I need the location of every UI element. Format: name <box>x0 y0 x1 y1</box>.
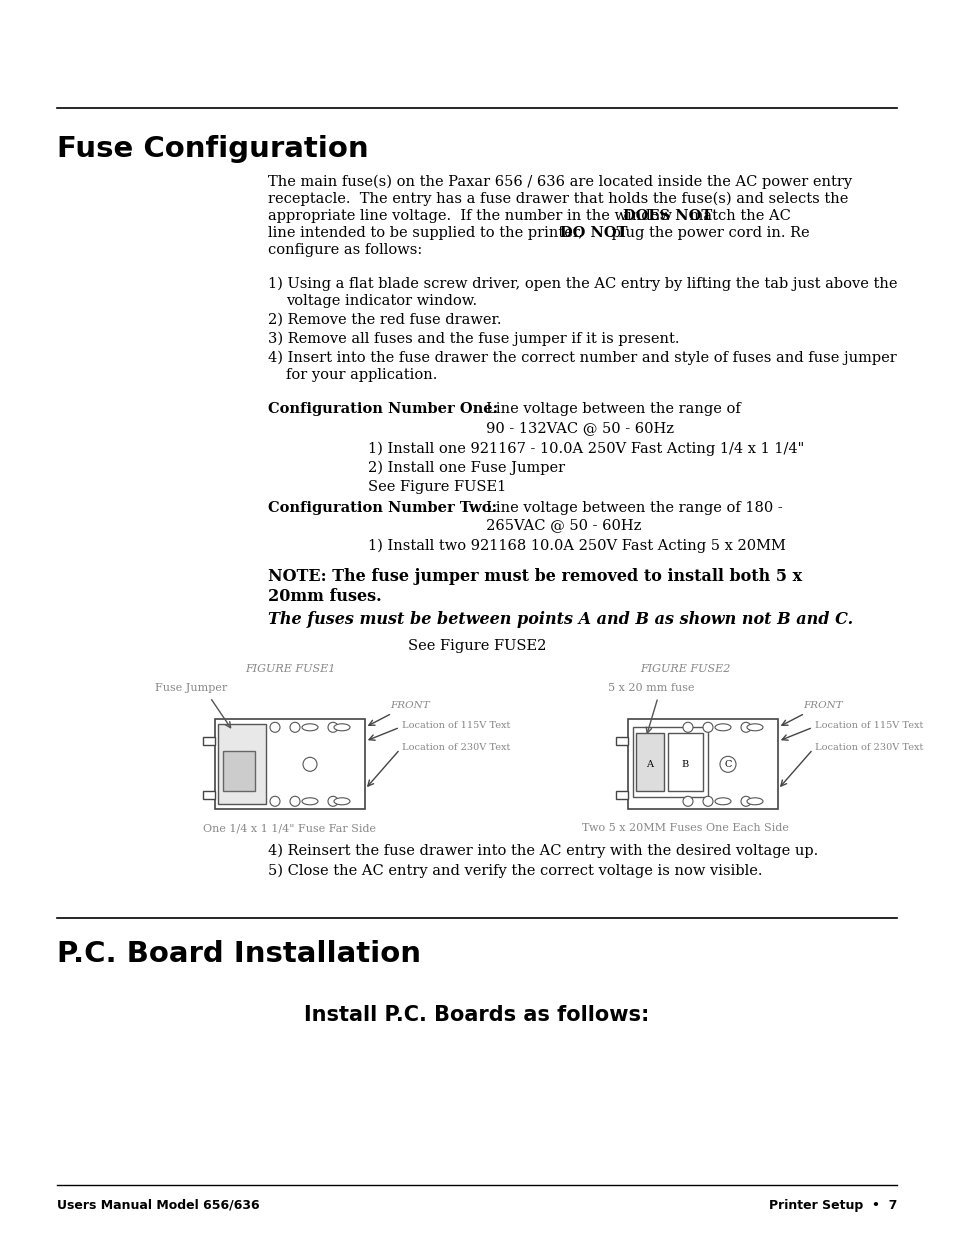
Text: FIGURE FUSE2: FIGURE FUSE2 <box>639 664 729 674</box>
Text: 20mm fuses.: 20mm fuses. <box>268 588 381 605</box>
Text: 90 - 132VAC @ 50 - 60Hz: 90 - 132VAC @ 50 - 60Hz <box>462 421 673 435</box>
Ellipse shape <box>714 798 730 805</box>
Text: C: C <box>723 760 731 769</box>
Bar <box>214 719 365 809</box>
Text: Users Manual Model 656/636: Users Manual Model 656/636 <box>57 1199 259 1212</box>
Text: 1) Install one 921167 - 10.0A 250V Fast Acting 1/4 x 1 1/4": 1) Install one 921167 - 10.0A 250V Fast … <box>368 442 803 457</box>
Text: B: B <box>680 760 688 769</box>
Text: 1) Using a flat blade screw driver, open the AC entry by lifting the tab just ab: 1) Using a flat blade screw driver, open… <box>268 277 897 291</box>
Text: One 1/4 x 1 1/4" Fuse Far Side: One 1/4 x 1 1/4" Fuse Far Side <box>203 824 376 834</box>
Text: match the AC: match the AC <box>684 209 790 224</box>
Circle shape <box>328 797 337 806</box>
Text: DO NOT: DO NOT <box>559 226 627 240</box>
Text: 1) Install two 921168 10.0A 250V Fast Acting 5 x 20MM: 1) Install two 921168 10.0A 250V Fast Ac… <box>368 538 785 553</box>
Circle shape <box>682 797 692 806</box>
Bar <box>636 734 663 792</box>
Text: Line voltage between the range of: Line voltage between the range of <box>462 403 740 416</box>
Text: NOTE: The fuse jumper must be removed to install both 5 x: NOTE: The fuse jumper must be removed to… <box>268 568 801 585</box>
Text: FIGURE FUSE1: FIGURE FUSE1 <box>245 664 335 674</box>
Ellipse shape <box>746 798 762 805</box>
Circle shape <box>270 797 280 806</box>
Text: Line voltage between the range of 180 -: Line voltage between the range of 180 - <box>462 501 781 515</box>
Text: Location of 230V Text: Location of 230V Text <box>401 743 510 752</box>
Text: configure as follows:: configure as follows: <box>268 243 422 257</box>
Circle shape <box>270 722 280 732</box>
Circle shape <box>290 797 299 806</box>
Text: line intended to be supplied to the printer,: line intended to be supplied to the prin… <box>268 226 587 240</box>
Text: receptacle.  The entry has a fuse drawer that holds the fuse(s) and selects the: receptacle. The entry has a fuse drawer … <box>268 191 847 206</box>
Ellipse shape <box>334 724 350 731</box>
Text: Configuration Number Two:: Configuration Number Two: <box>268 501 497 515</box>
Circle shape <box>702 722 712 732</box>
Circle shape <box>303 757 316 772</box>
Bar <box>633 727 707 798</box>
Text: Location of 115V Text: Location of 115V Text <box>814 721 923 730</box>
Text: Install P.C. Boards as follows:: Install P.C. Boards as follows: <box>304 1005 649 1025</box>
Text: Two 5 x 20MM Fuses One Each Side: Two 5 x 20MM Fuses One Each Side <box>581 824 787 834</box>
Text: 2) Remove the red fuse drawer.: 2) Remove the red fuse drawer. <box>268 312 501 327</box>
Bar <box>616 792 627 799</box>
Bar <box>203 737 214 745</box>
Circle shape <box>682 722 692 732</box>
Text: See Figure FUSE2: See Figure FUSE2 <box>407 640 546 653</box>
Ellipse shape <box>746 724 762 731</box>
Circle shape <box>290 722 299 732</box>
Text: for your application.: for your application. <box>286 368 436 382</box>
Text: DOES NOT: DOES NOT <box>622 209 712 224</box>
Text: Fuse Jumper: Fuse Jumper <box>154 683 227 693</box>
Text: plug the power cord in. Re: plug the power cord in. Re <box>606 226 809 240</box>
Text: 4) Reinsert the fuse drawer into the AC entry with the desired voltage up.: 4) Reinsert the fuse drawer into the AC … <box>268 844 818 857</box>
Bar <box>627 719 778 809</box>
Text: A: A <box>646 760 653 769</box>
Circle shape <box>328 722 337 732</box>
Text: FRONT: FRONT <box>802 701 841 710</box>
Text: P.C. Board Installation: P.C. Board Installation <box>57 940 420 968</box>
Ellipse shape <box>302 724 317 731</box>
Text: Location of 230V Text: Location of 230V Text <box>814 743 923 752</box>
Bar <box>667 734 702 792</box>
Bar <box>616 737 627 745</box>
Circle shape <box>720 756 735 772</box>
Text: 3) Remove all fuses and the fuse jumper if it is present.: 3) Remove all fuses and the fuse jumper … <box>268 332 679 346</box>
Text: 4) Insert into the fuse drawer the correct number and style of fuses and fuse ju: 4) Insert into the fuse drawer the corre… <box>268 351 896 366</box>
Text: 5 x 20 mm fuse: 5 x 20 mm fuse <box>607 683 694 693</box>
Text: FRONT: FRONT <box>390 701 429 710</box>
Bar <box>218 724 266 804</box>
Ellipse shape <box>714 724 730 731</box>
Text: See Figure FUSE1: See Figure FUSE1 <box>368 480 506 494</box>
Text: The fuses must be between points A and B as shown not B and C.: The fuses must be between points A and B… <box>268 610 852 627</box>
Text: voltage indicator window.: voltage indicator window. <box>286 294 476 308</box>
Ellipse shape <box>302 798 317 805</box>
Text: Configuration Number One:: Configuration Number One: <box>268 403 497 416</box>
Text: Location of 115V Text: Location of 115V Text <box>401 721 510 730</box>
Text: The main fuse(s) on the Paxar 656 / 636 are located inside the AC power entry: The main fuse(s) on the Paxar 656 / 636 … <box>268 175 851 189</box>
Bar <box>223 751 254 792</box>
Text: Fuse Configuration: Fuse Configuration <box>57 135 368 163</box>
Text: Printer Setup  •  7: Printer Setup • 7 <box>768 1199 896 1212</box>
Text: 2) Install one Fuse Jumper: 2) Install one Fuse Jumper <box>368 461 564 475</box>
Circle shape <box>740 797 750 806</box>
Bar <box>203 792 214 799</box>
Circle shape <box>702 797 712 806</box>
Text: appropriate line voltage.  If the number in the window: appropriate line voltage. If the number … <box>268 209 676 224</box>
Ellipse shape <box>334 798 350 805</box>
Text: 5) Close the AC entry and verify the correct voltage is now visible.: 5) Close the AC entry and verify the cor… <box>268 863 761 878</box>
Text: 265VAC @ 50 - 60Hz: 265VAC @ 50 - 60Hz <box>462 517 640 532</box>
Circle shape <box>740 722 750 732</box>
